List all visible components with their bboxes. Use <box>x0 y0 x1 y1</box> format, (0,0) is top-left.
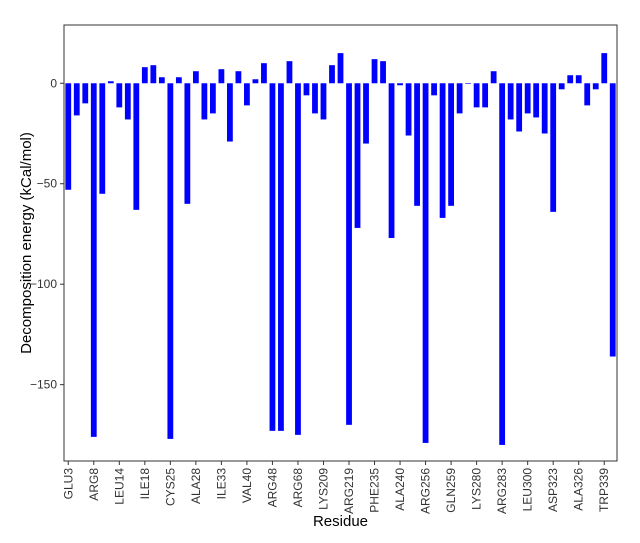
bar <box>465 83 472 84</box>
bar <box>65 83 72 190</box>
bar <box>507 83 514 120</box>
bar <box>541 83 548 134</box>
x-tick-label: ARG68 <box>291 468 305 508</box>
x-tick-label: ARG219 <box>342 468 356 514</box>
x-tick-label: LYS209 <box>316 468 330 510</box>
x-axis: GLU3 ARG8 LEU14 ILE18 CYS25 ALA28 ILE33 VAL40 AR… <box>61 461 611 514</box>
y-tick-label: −150 <box>30 378 57 392</box>
bar <box>192 71 199 84</box>
bar <box>286 61 293 84</box>
bars-layer <box>65 53 616 445</box>
x-tick-label: LYS280 <box>470 468 484 510</box>
bar <box>278 83 284 431</box>
x-tick-label: ILE33 <box>214 468 228 500</box>
bar <box>337 53 344 84</box>
bar <box>133 83 140 210</box>
bar <box>150 65 157 84</box>
bar <box>448 83 454 206</box>
y-tick-label: −50 <box>37 177 58 191</box>
bar <box>209 83 216 114</box>
bar <box>405 83 412 136</box>
bar <box>558 83 565 90</box>
bar <box>439 83 446 218</box>
bar <box>456 83 463 114</box>
bar <box>184 83 191 204</box>
bar <box>175 77 182 84</box>
x-tick-label: ASP323 <box>546 468 560 512</box>
plot-panel-border <box>63 24 618 462</box>
x-tick-label: ALA240 <box>393 468 407 511</box>
bar <box>73 83 80 116</box>
bar <box>295 83 301 435</box>
bar <box>218 69 225 84</box>
bar <box>431 83 437 96</box>
x-tick-label: ARG283 <box>495 468 509 514</box>
x-tick-label: ALA326 <box>572 468 586 511</box>
bar <box>473 83 480 108</box>
bar <box>346 83 352 425</box>
bar <box>575 75 582 84</box>
x-tick-label: CYS25 <box>163 468 177 506</box>
bar <box>116 83 123 108</box>
x-tick-label: GLU3 <box>61 468 75 500</box>
x-tick-label: LEU14 <box>112 468 126 505</box>
bar <box>524 83 531 114</box>
y-tick-label: 0 <box>50 76 57 90</box>
bar <box>99 83 106 194</box>
x-tick-label: TRP339 <box>597 468 611 512</box>
bar <box>422 83 429 443</box>
x-tick-label: ARG8 <box>87 468 101 501</box>
bar <box>227 83 233 142</box>
x-tick-label: ALA28 <box>189 468 203 504</box>
x-tick-label: ARG256 <box>419 468 433 514</box>
bar <box>141 67 148 84</box>
bar <box>584 83 591 106</box>
bar <box>388 83 395 238</box>
x-tick-label: GLN259 <box>444 468 458 513</box>
y-tick-label: −100 <box>30 277 57 291</box>
bar <box>244 83 250 106</box>
bar <box>90 83 97 437</box>
bar <box>490 71 497 84</box>
bar <box>363 83 369 144</box>
bar <box>320 83 327 120</box>
y-axis: 0 −50 −100 −150 <box>30 76 64 392</box>
bar <box>516 83 523 132</box>
bar <box>167 83 174 439</box>
bar <box>107 81 114 84</box>
bar <box>371 59 378 84</box>
bar <box>601 53 608 84</box>
bar <box>533 83 540 118</box>
x-axis-title: Residue <box>313 513 368 530</box>
bar <box>592 83 599 90</box>
bar <box>252 79 259 84</box>
bar <box>329 65 335 84</box>
x-tick-label: ILE18 <box>138 468 152 500</box>
bar <box>499 83 506 445</box>
bar <box>609 83 616 357</box>
bar <box>397 83 403 86</box>
bar <box>550 83 557 212</box>
x-tick-label: PHE235 <box>368 468 382 513</box>
bar <box>124 83 131 120</box>
x-tick-label: LEU300 <box>521 468 535 512</box>
bar <box>312 83 318 114</box>
bar <box>82 83 89 104</box>
bar <box>567 75 574 84</box>
x-tick-label: VAL40 <box>240 468 254 503</box>
bar <box>261 63 267 84</box>
bar <box>235 71 242 84</box>
bar <box>303 83 310 96</box>
bar <box>414 83 420 206</box>
bar <box>158 77 165 84</box>
bar <box>482 83 489 108</box>
bar <box>354 83 361 228</box>
bar <box>269 83 276 431</box>
bar <box>201 83 208 120</box>
x-tick-label: ARG48 <box>265 468 279 508</box>
y-axis-title: Decomposition energy (kCal/mol) <box>18 132 35 354</box>
bar <box>380 61 386 84</box>
